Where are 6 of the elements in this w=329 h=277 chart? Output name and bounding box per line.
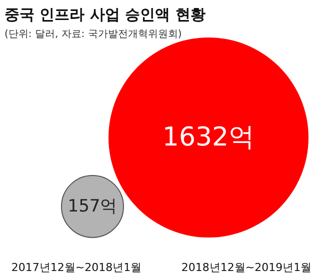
category-label: 2018년12월~2019년1월: [181, 261, 312, 274]
data-label: 1632억: [162, 122, 255, 152]
data-label: 157억: [68, 196, 118, 216]
category-label: 2017년12월~2018년1월: [11, 261, 142, 274]
text: 중국 인프라 사업 승인액 현황: [4, 6, 206, 24]
text: (단위: 달러, 자료: 국가발전개혁위원회): [4, 29, 182, 40]
